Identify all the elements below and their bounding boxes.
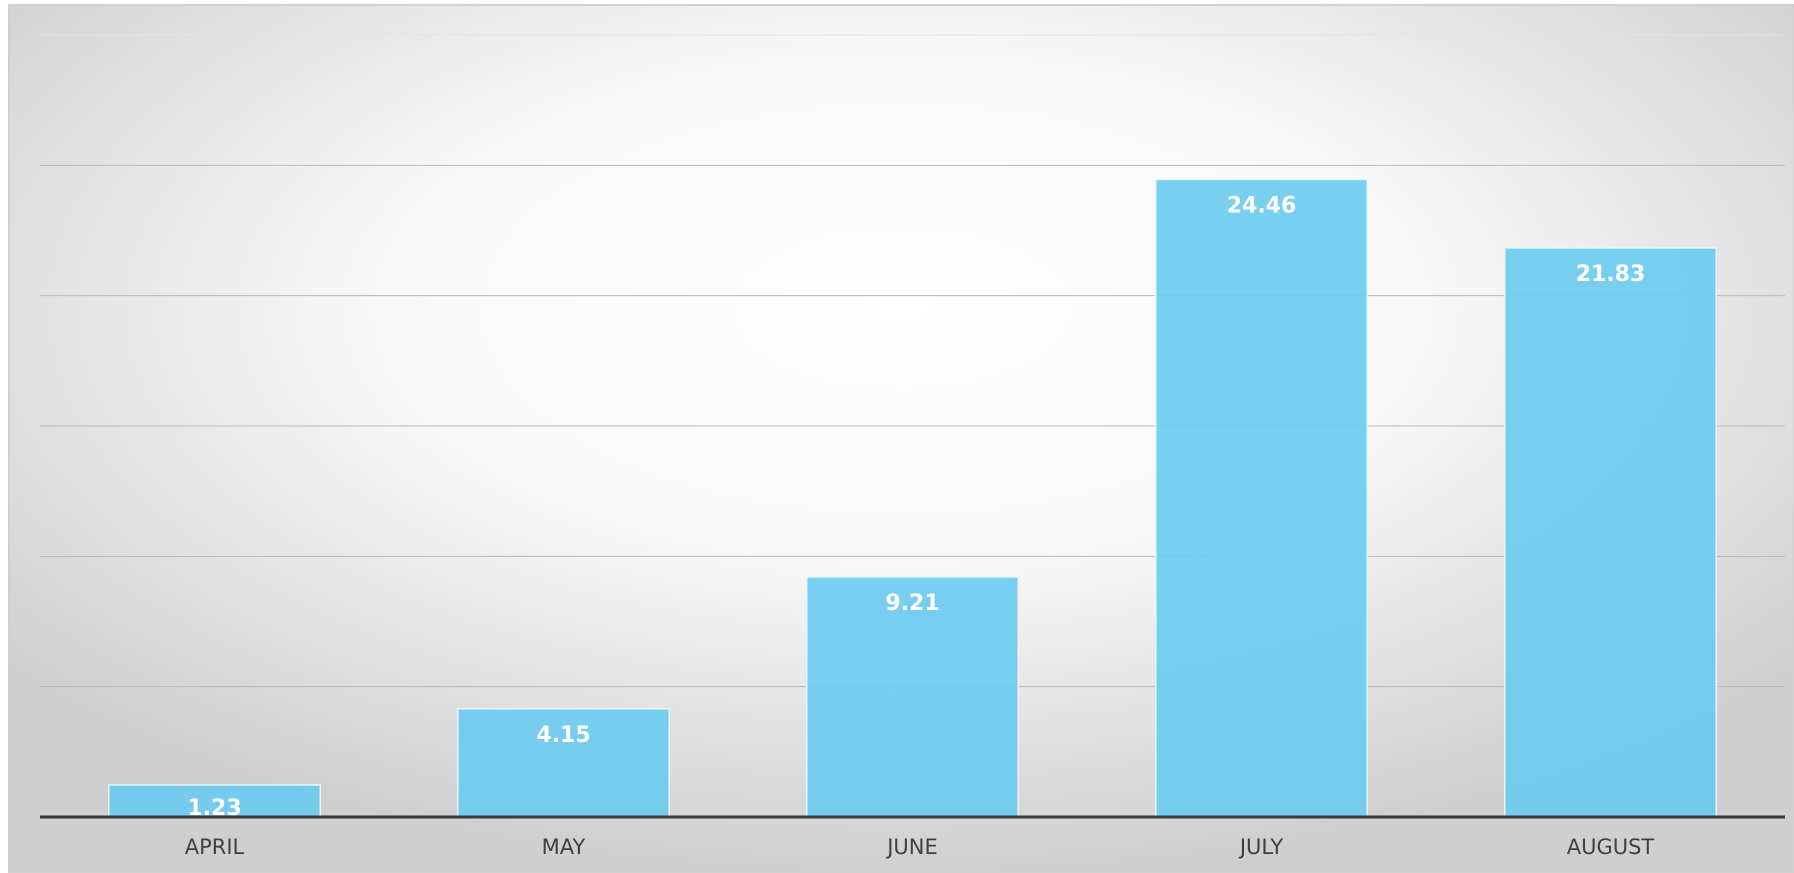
data-label: 4.15 bbox=[536, 723, 590, 748]
bar bbox=[1504, 247, 1717, 818]
bar bbox=[1155, 178, 1368, 818]
data-label: 9.21 bbox=[885, 591, 939, 616]
x-tick-label: MAY bbox=[542, 835, 586, 859]
x-tick-label: AUGUST bbox=[1567, 835, 1655, 859]
data-label: 24.46 bbox=[1227, 193, 1297, 218]
data-label: 21.83 bbox=[1576, 262, 1646, 287]
bar bbox=[806, 576, 1019, 818]
x-tick-label: APRIL bbox=[185, 835, 245, 859]
x-tick-label: JULY bbox=[1238, 835, 1283, 859]
bar bbox=[457, 708, 670, 818]
x-tick-label: JUNE bbox=[885, 835, 938, 859]
